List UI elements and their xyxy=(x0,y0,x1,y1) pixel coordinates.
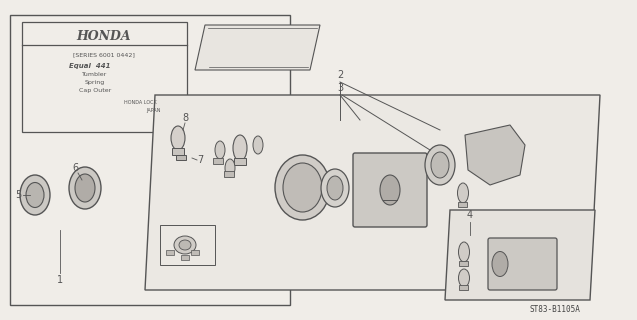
Text: 5: 5 xyxy=(15,190,21,200)
Text: 7: 7 xyxy=(197,155,203,165)
Text: JAPAN: JAPAN xyxy=(146,108,161,113)
Text: [SERIES 6001 0442]: [SERIES 6001 0442] xyxy=(73,52,135,58)
Ellipse shape xyxy=(20,175,50,215)
Ellipse shape xyxy=(179,240,191,250)
Ellipse shape xyxy=(327,176,343,200)
Bar xyxy=(224,171,234,177)
Ellipse shape xyxy=(321,169,349,207)
Bar xyxy=(166,250,174,255)
Text: 2: 2 xyxy=(337,70,343,80)
Bar xyxy=(10,15,290,305)
Ellipse shape xyxy=(69,167,101,209)
Ellipse shape xyxy=(275,155,330,220)
Bar xyxy=(459,285,468,290)
Ellipse shape xyxy=(425,145,455,185)
Ellipse shape xyxy=(26,182,44,207)
Bar xyxy=(459,261,468,266)
Text: 8: 8 xyxy=(182,113,188,123)
Ellipse shape xyxy=(459,269,469,287)
Text: Equal  441: Equal 441 xyxy=(69,63,111,69)
Text: 6: 6 xyxy=(72,163,78,173)
Text: Tumbler: Tumbler xyxy=(82,71,108,76)
Polygon shape xyxy=(195,25,320,70)
Bar xyxy=(160,225,215,265)
Ellipse shape xyxy=(174,236,196,254)
Polygon shape xyxy=(445,210,595,300)
Ellipse shape xyxy=(459,242,469,262)
FancyBboxPatch shape xyxy=(488,238,557,290)
Bar xyxy=(191,250,199,255)
Bar xyxy=(181,255,189,260)
Ellipse shape xyxy=(75,174,95,202)
Text: ST83-B1105A: ST83-B1105A xyxy=(529,306,580,315)
Polygon shape xyxy=(145,95,600,290)
Text: HONDA LOCK: HONDA LOCK xyxy=(124,100,156,105)
FancyBboxPatch shape xyxy=(353,153,427,227)
Ellipse shape xyxy=(225,159,235,177)
Bar xyxy=(234,158,246,165)
Ellipse shape xyxy=(283,163,322,212)
Ellipse shape xyxy=(492,252,508,276)
Text: Cap Outer: Cap Outer xyxy=(79,87,111,92)
Bar xyxy=(458,202,467,207)
Text: 3: 3 xyxy=(337,83,343,93)
Bar xyxy=(213,158,223,164)
Text: HONDA: HONDA xyxy=(76,29,131,43)
Ellipse shape xyxy=(171,126,185,150)
Bar xyxy=(22,22,187,132)
Ellipse shape xyxy=(253,136,263,154)
Ellipse shape xyxy=(233,135,247,161)
Ellipse shape xyxy=(380,175,400,205)
Bar xyxy=(176,155,186,160)
Text: Spring: Spring xyxy=(85,79,105,84)
Polygon shape xyxy=(465,125,525,185)
Ellipse shape xyxy=(457,183,468,203)
Text: 1: 1 xyxy=(57,275,63,285)
Ellipse shape xyxy=(215,141,225,159)
Bar xyxy=(172,148,184,155)
Ellipse shape xyxy=(431,152,449,178)
Text: 4: 4 xyxy=(467,210,473,220)
